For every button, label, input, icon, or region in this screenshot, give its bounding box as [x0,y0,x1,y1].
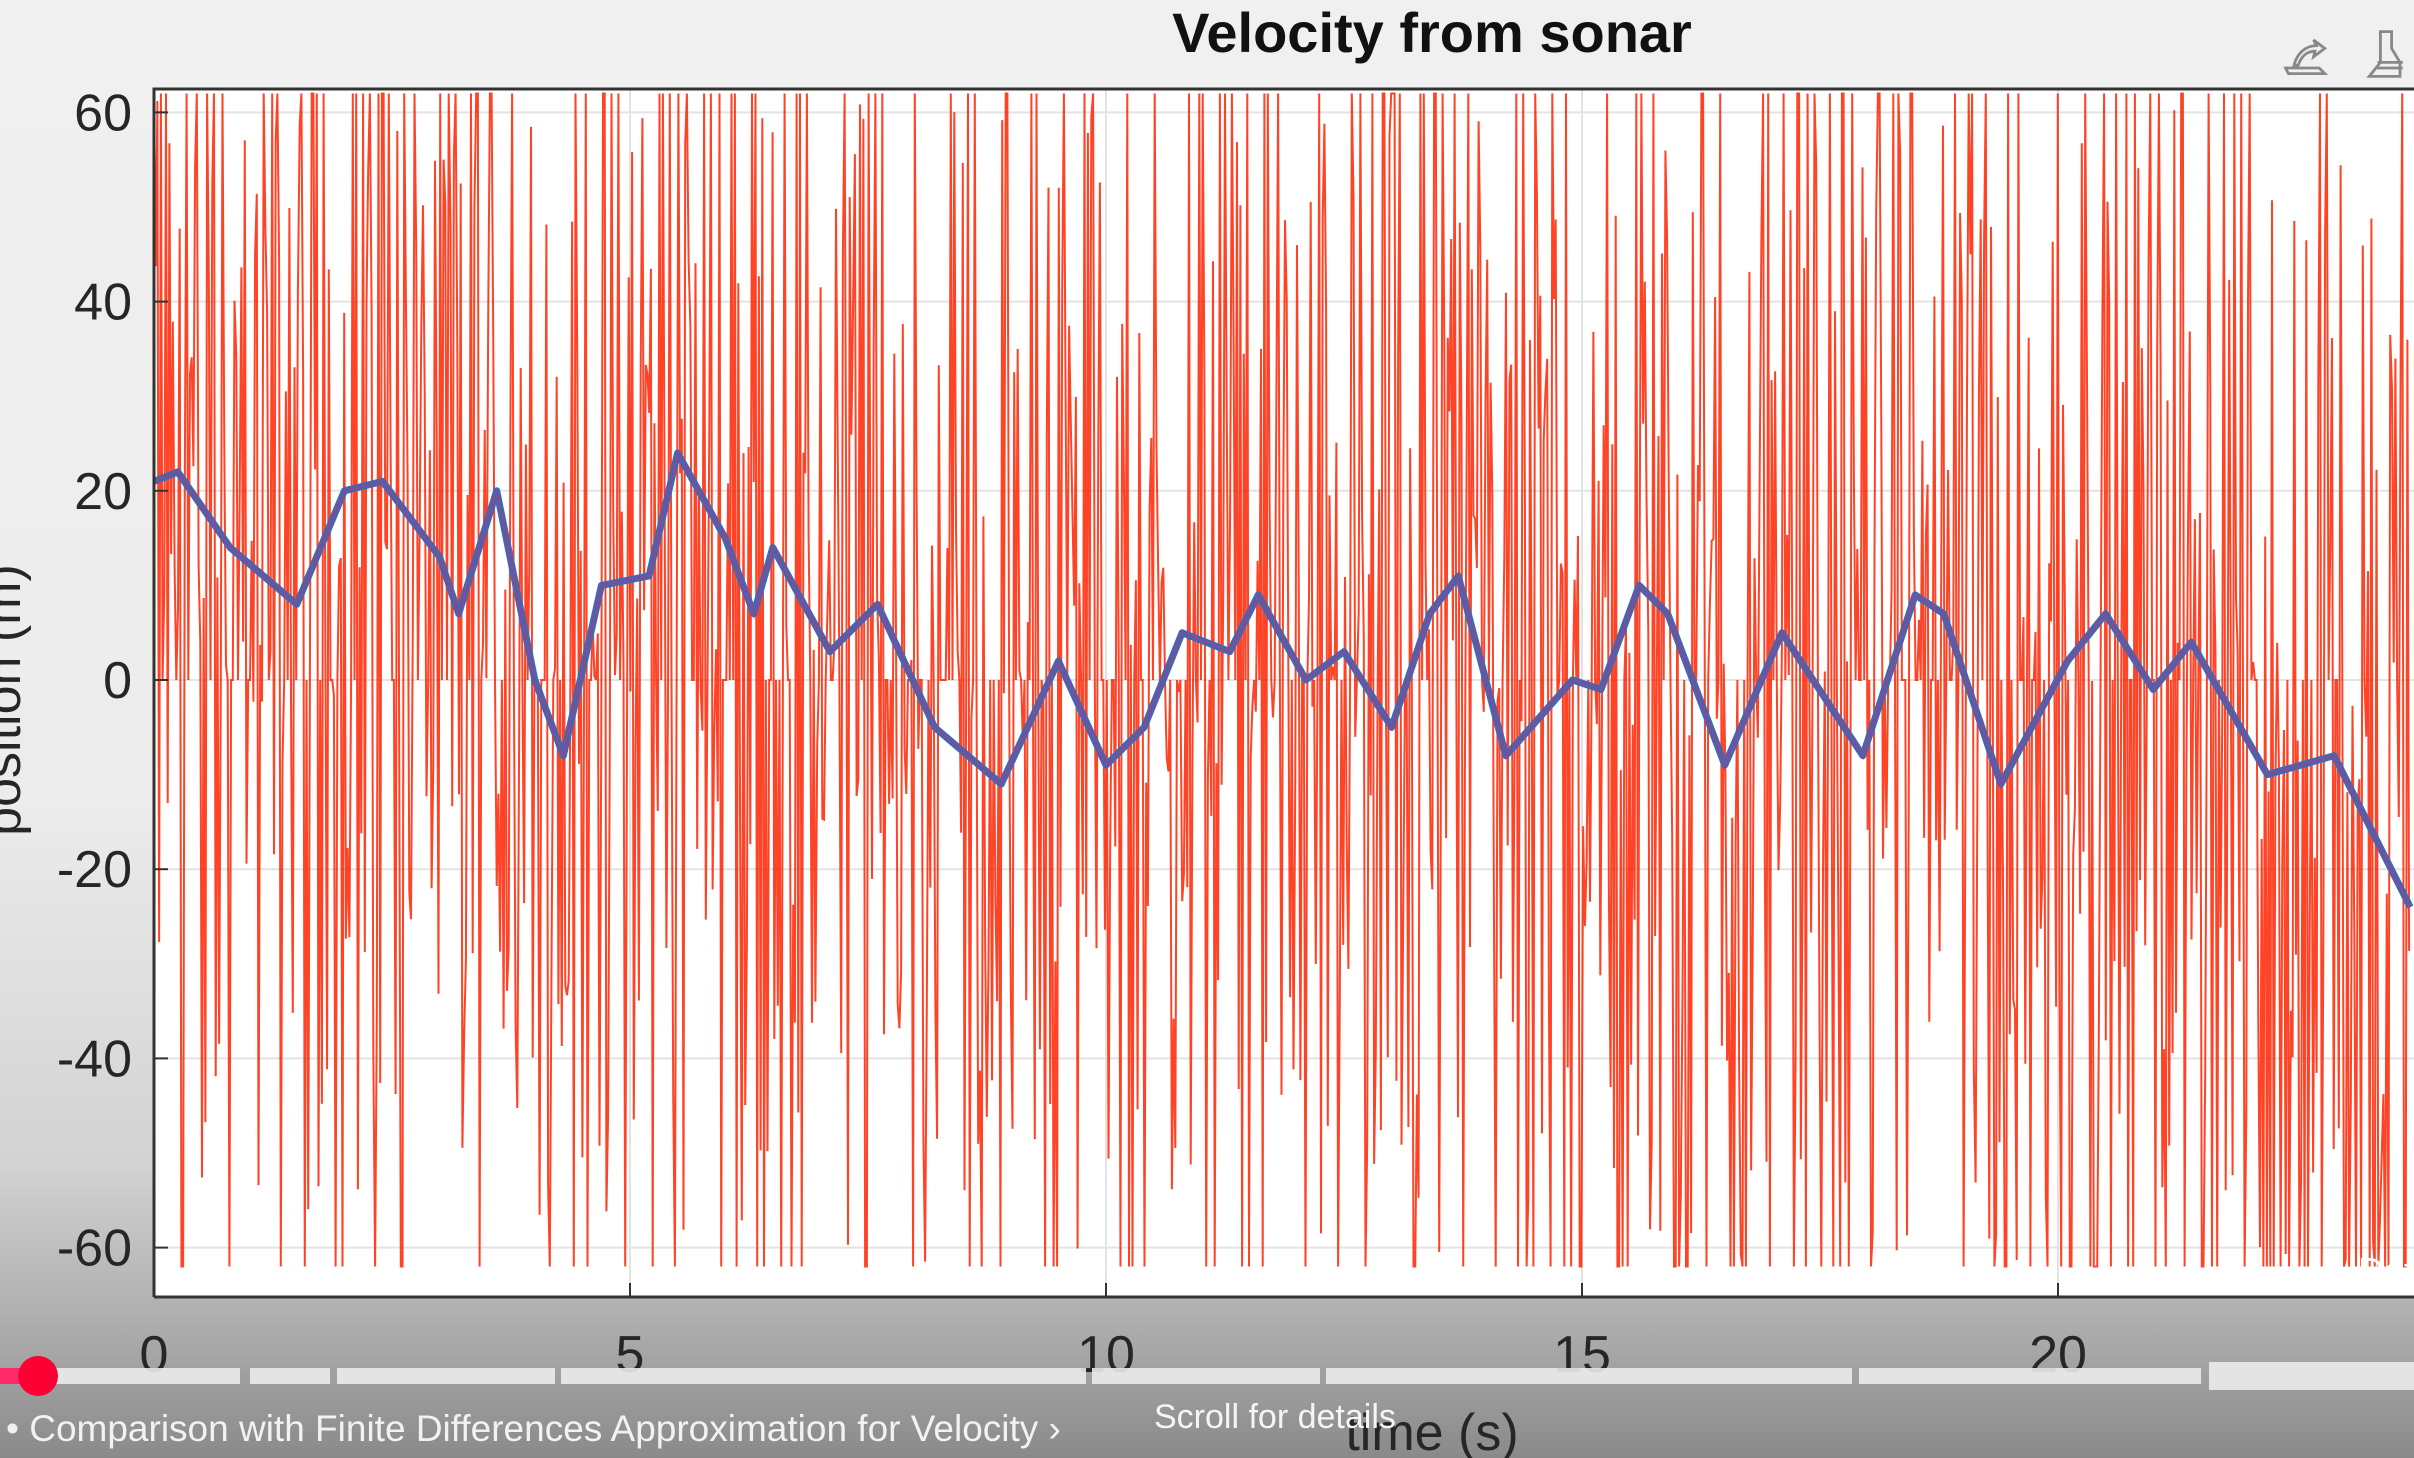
y-tick-label: 40 [74,274,132,332]
chapter-segment[interactable] [1326,1368,1852,1384]
chapter-segment-hover[interactable] [2209,1362,2414,1390]
velocity-series-line [154,92,2411,1268]
y-tick-label: 20 [74,463,132,521]
y-tick-label: -60 [57,1220,132,1278]
position-series-line [154,449,2414,909]
chapter-segment[interactable] [40,1368,240,1384]
y-tick-label: 60 [74,84,132,142]
position-series-overlay [154,447,2413,908]
brush-edit-icon[interactable] [2280,26,2336,82]
series-group [153,92,2414,1268]
y-tick-label: 0 [103,652,132,710]
scroll-for-details-hint[interactable]: Scroll for details [1154,1398,1396,1436]
paint-brush-icon[interactable] [2358,26,2414,82]
x-axis-label: time (s) [1345,1404,1518,1458]
chapter-segment[interactable] [1092,1368,1320,1384]
axes-toolbar [2280,26,2414,82]
chapter-title-button[interactable]: • Comparison with Finite Differences App… [6,1408,1061,1449]
y-tick-label: -40 [57,1030,132,1088]
chapter-segment[interactable] [337,1368,555,1384]
chart-title: Velocity from sonar [1172,1,1692,64]
y-axis-label: position (m) [0,564,32,836]
scrubber-handle[interactable] [18,1356,58,1396]
axes-box [152,87,2414,1299]
y-tick-label: -20 [57,841,132,899]
chapter-segment[interactable] [561,1368,1086,1384]
chapter-segment[interactable] [250,1368,330,1384]
overlay-text: Dat [2357,1250,2414,1291]
chapter-segment[interactable] [1859,1368,2201,1384]
video-progress-bar[interactable] [0,1356,2414,1396]
